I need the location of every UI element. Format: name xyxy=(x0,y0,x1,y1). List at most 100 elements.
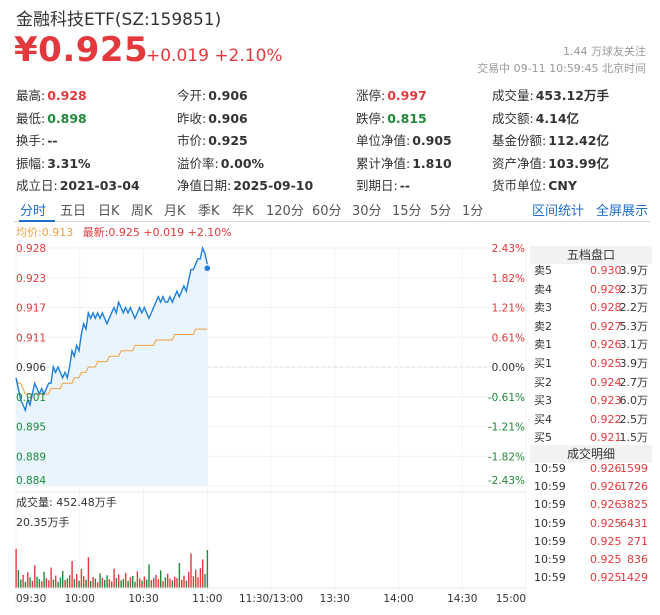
tab-3[interactable]: 周K xyxy=(131,204,153,219)
volume-bar xyxy=(20,579,22,588)
level-volume: 2.2万 xyxy=(619,301,649,315)
volume-bar xyxy=(176,578,178,588)
stat-item: 振幅: 3.31% xyxy=(16,153,91,172)
stat-label: 最低: xyxy=(16,110,46,126)
tab-5[interactable]: 季K xyxy=(198,204,220,219)
trade-price: 0.925 xyxy=(590,534,622,548)
trade-volume: 1599 xyxy=(620,462,648,475)
volume-bar xyxy=(78,580,80,588)
trade-row: 10:59 0.925 836 xyxy=(530,551,652,569)
trade-time: 10:59 xyxy=(534,534,566,548)
level-price: 0.922 xyxy=(590,412,622,426)
bid-row: 买1 0.925 3.9万 xyxy=(530,355,652,372)
stat-label: 净值日期: xyxy=(177,178,232,193)
volume-bar xyxy=(22,574,24,588)
price-change: +0.019 +2.10% xyxy=(146,46,283,66)
x-tick-label: 13:30 xyxy=(320,593,350,605)
volume-bar xyxy=(183,575,185,588)
volume-bar xyxy=(92,577,94,588)
trade-price: 0.925 xyxy=(590,516,622,530)
volume-bar xyxy=(69,575,71,588)
level-label: 卖3 xyxy=(534,301,552,315)
pct-tick-label: -2.43% xyxy=(488,475,525,487)
volume-bar xyxy=(185,580,188,588)
tab-6[interactable]: 年K xyxy=(232,204,254,219)
volume-bar xyxy=(192,576,195,588)
stat-value: 453.12万手 xyxy=(535,88,609,103)
x-tick-label: 14:00 xyxy=(383,593,413,605)
latest-price-legend: 最新:0.925 +0.019 +2.10% xyxy=(82,226,232,239)
page-title: 金融科技ETF(SZ:159851) xyxy=(16,10,222,30)
level-price: 0.923 xyxy=(590,394,622,408)
volume-bar xyxy=(34,565,36,588)
trade-volume: 271 xyxy=(627,534,648,548)
tab-7[interactable]: 120分 xyxy=(266,204,304,219)
volume-bar xyxy=(38,579,41,588)
tab-9[interactable]: 30分 xyxy=(352,204,382,219)
stat-label: 货币单位: xyxy=(492,178,547,193)
x-tick-label: 14:30 xyxy=(447,593,477,605)
intraday-chart[interactable]: 0.928 0.923 0.917 0.911 0.906 0.901 0.895 0.889… xyxy=(0,236,530,606)
pct-tick-label: 0.61% xyxy=(492,332,525,344)
volume-bar xyxy=(164,577,167,588)
stat-value: 2021-03-04 xyxy=(59,178,140,193)
tab-0[interactable]: 分时 xyxy=(20,204,47,219)
tab-4[interactable]: 月K xyxy=(164,204,186,219)
level-volume: 5.3万 xyxy=(619,319,649,333)
tab-11[interactable]: 5分 xyxy=(430,204,452,219)
volume-bar xyxy=(55,575,57,588)
stat-value: -- xyxy=(399,178,411,193)
stat-label: 昨收: xyxy=(177,110,207,126)
volume-bar xyxy=(188,572,190,588)
volume-bar xyxy=(73,578,76,588)
volume-bar xyxy=(139,578,141,588)
volume-bar xyxy=(80,569,83,588)
volume-bar xyxy=(115,578,118,588)
price-line xyxy=(15,245,208,413)
stat-item: 成交额: 4.14亿 xyxy=(492,108,579,127)
volume-bar xyxy=(155,574,157,588)
stat-item: 最低: 0.898 xyxy=(16,108,87,127)
trade-price: 0.926 xyxy=(590,498,622,512)
trade-row: 10:59 0.926 1599 xyxy=(530,460,652,478)
trade-price: 0.925 xyxy=(590,553,622,566)
trade-time: 10:59 xyxy=(534,462,566,475)
volume-bar xyxy=(136,571,139,588)
level-volume: 3.9万 xyxy=(619,264,649,277)
tab-10[interactable]: 15分 xyxy=(392,204,422,219)
fullscreen-link[interactable]: 全屏展示 xyxy=(596,204,649,219)
volume-bar xyxy=(52,579,55,588)
pct-tick-label: 1.82% xyxy=(492,273,525,285)
volume-bar xyxy=(27,572,29,588)
level-price: 0.925 xyxy=(590,357,622,370)
stat-label: 累计净值: xyxy=(356,155,411,171)
volume-bar xyxy=(118,574,120,588)
ask-row: 卖2 0.927 5.3万 xyxy=(530,318,652,335)
tab-12[interactable]: 1分 xyxy=(462,204,484,219)
trade-details-title: 成交明细 xyxy=(530,445,652,463)
level-volume: 2.3万 xyxy=(619,282,649,296)
trade-time: 10:59 xyxy=(534,571,566,585)
stat-item: 昨收: 0.906 xyxy=(177,108,248,127)
trade-volume: 1429 xyxy=(620,571,648,585)
tab-1[interactable]: 五日 xyxy=(60,204,87,219)
volume-bar xyxy=(141,580,143,588)
volume-bar xyxy=(43,571,45,588)
trade-volume: 6431 xyxy=(620,516,648,530)
tab-2[interactable]: 日K xyxy=(98,204,120,219)
x-tick-label: 10:00 xyxy=(65,593,95,605)
tab-8[interactable]: 60分 xyxy=(312,204,342,219)
volume-bar xyxy=(171,580,174,588)
ask-row: 卖1 0.926 3.1万 xyxy=(530,336,652,353)
x-tick-label: 11:00 xyxy=(192,593,222,605)
level-label: 买5 xyxy=(534,431,552,445)
range-stats-link[interactable]: 区间统计 xyxy=(532,204,585,219)
trade-row: 10:59 0.926 1726 xyxy=(530,478,652,496)
stat-value: 0.906 xyxy=(208,88,248,103)
stat-label: 成交量: xyxy=(492,88,534,103)
stat-label: 最高: xyxy=(16,88,46,103)
volume-bar xyxy=(17,570,20,588)
volume-bar xyxy=(99,573,101,588)
stat-item: 基金份额: 112.42亿 xyxy=(492,130,609,149)
volume-bar xyxy=(48,580,50,588)
